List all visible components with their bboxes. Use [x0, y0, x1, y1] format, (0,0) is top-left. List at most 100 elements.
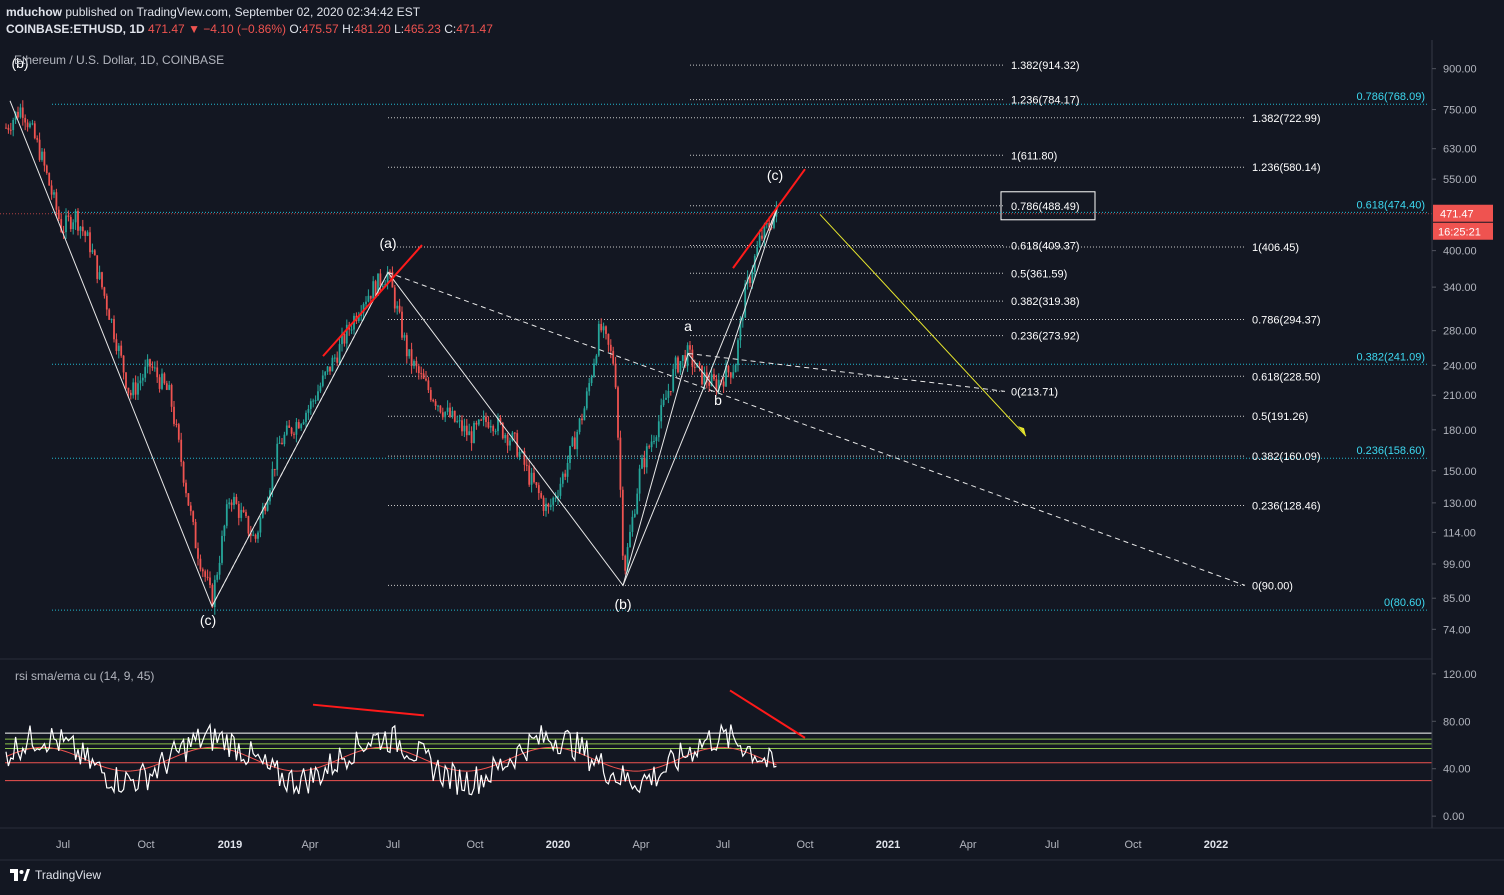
candle-body: [185, 482, 187, 494]
candle-body: [645, 446, 648, 468]
candle-body: [641, 457, 643, 469]
candle-body: [749, 277, 751, 284]
fib-level-label: 0.786(294.37): [1252, 314, 1321, 326]
candle-body: [492, 426, 495, 432]
candle-body: [578, 418, 581, 432]
candle-body: [144, 366, 147, 378]
candle-body: [444, 411, 447, 418]
y-tick-label: 85.00: [1443, 593, 1471, 605]
candle-body: [19, 107, 22, 118]
candle-body: [132, 382, 135, 396]
candle-body: [101, 272, 103, 288]
candle-body: [669, 390, 672, 392]
candle-body: [693, 366, 696, 368]
candle-body: [228, 502, 231, 505]
candle-body: [197, 548, 199, 559]
candle-body: [153, 367, 156, 369]
candle-body: [453, 410, 456, 422]
candle-body: [9, 129, 12, 131]
candle-body: [701, 365, 703, 385]
candle-body: [237, 503, 240, 518]
candle-body: [633, 513, 636, 517]
candle-body: [386, 271, 389, 284]
candle-body: [329, 366, 331, 372]
candle-body: [57, 209, 60, 220]
candle-body: [369, 295, 372, 299]
candle-body: [79, 226, 82, 231]
candle-body: [626, 547, 629, 571]
candle-body: [552, 497, 555, 505]
candle-body: [223, 525, 226, 536]
rsi-divergence-line: [729, 689, 806, 739]
candle-body: [242, 509, 245, 513]
candle-body: [501, 422, 504, 439]
candle-body: [115, 339, 118, 351]
candle-body: [408, 349, 411, 357]
candle-body: [50, 185, 53, 195]
candle-body: [665, 397, 667, 400]
y-tick-label: 280.00: [1443, 326, 1477, 338]
candle-body: [487, 421, 490, 428]
candle-body: [497, 417, 499, 432]
candle-body: [648, 446, 651, 448]
candle-body: [377, 273, 379, 296]
candle-body: [134, 382, 137, 395]
candle-body: [480, 419, 483, 421]
candle-body: [276, 443, 279, 470]
rsi-divergence-line: [312, 703, 425, 717]
candle-body: [343, 333, 346, 344]
candle-body: [285, 425, 288, 435]
candle-body: [33, 123, 36, 139]
candle-body: [432, 399, 435, 402]
candle-body: [573, 437, 576, 450]
rsi-y-tick-label: 40.00: [1443, 764, 1471, 776]
candle-body: [499, 417, 502, 423]
high-label: H:: [342, 22, 355, 36]
candle-body: [103, 287, 106, 296]
y-tick-label: 114.00: [1443, 527, 1476, 539]
fib-level-label: 1(611.80): [1011, 150, 1057, 162]
open-value: 475.57: [302, 22, 339, 36]
candle-body: [72, 222, 75, 230]
candle-body: [415, 361, 418, 367]
candle-body: [65, 215, 67, 233]
candle-body: [302, 421, 305, 425]
candle-body: [17, 111, 19, 118]
candle-body: [175, 423, 178, 425]
candle-body: [218, 562, 221, 575]
x-tick-label: Jul: [56, 839, 70, 851]
candle-body: [257, 532, 259, 539]
last-price-box: [1433, 204, 1493, 222]
candle-body: [765, 223, 768, 225]
candle-body: [374, 281, 377, 296]
candle-body: [290, 427, 293, 434]
candle-body: [710, 374, 713, 386]
candle-body: [307, 408, 310, 413]
candle-body: [319, 385, 322, 392]
countdown-box: [1433, 222, 1493, 240]
candle-body: [381, 285, 384, 287]
fib-cyan-label: 0(80.60): [1384, 597, 1425, 609]
candle-body: [396, 305, 399, 309]
candle-body: [240, 509, 243, 518]
candle-body: [657, 421, 660, 438]
candle-body: [288, 425, 291, 428]
candle-body: [681, 355, 684, 362]
fib-level-label: 1(406.45): [1252, 242, 1299, 254]
candle-body: [194, 521, 197, 549]
candle-body: [77, 210, 79, 231]
symbol-line: COINBASE:ETHUSD, 1D: [6, 22, 145, 36]
candle-body: [703, 372, 706, 385]
candle-body: [737, 340, 739, 366]
symbol-title: Ethereum / U.S. Dollar, 1D, COINBASE: [14, 53, 225, 67]
candle-body: [530, 472, 533, 485]
tradingview-logo[interactable]: TradingView: [10, 868, 101, 882]
candle-body: [45, 165, 48, 174]
low-value: 465.23: [404, 22, 441, 36]
candle-body: [554, 497, 557, 499]
publisher-name[interactable]: mduchow: [6, 5, 62, 19]
candle-body: [576, 431, 579, 450]
y-tick-label: 150.00: [1443, 466, 1477, 478]
candle-body: [677, 357, 679, 373]
